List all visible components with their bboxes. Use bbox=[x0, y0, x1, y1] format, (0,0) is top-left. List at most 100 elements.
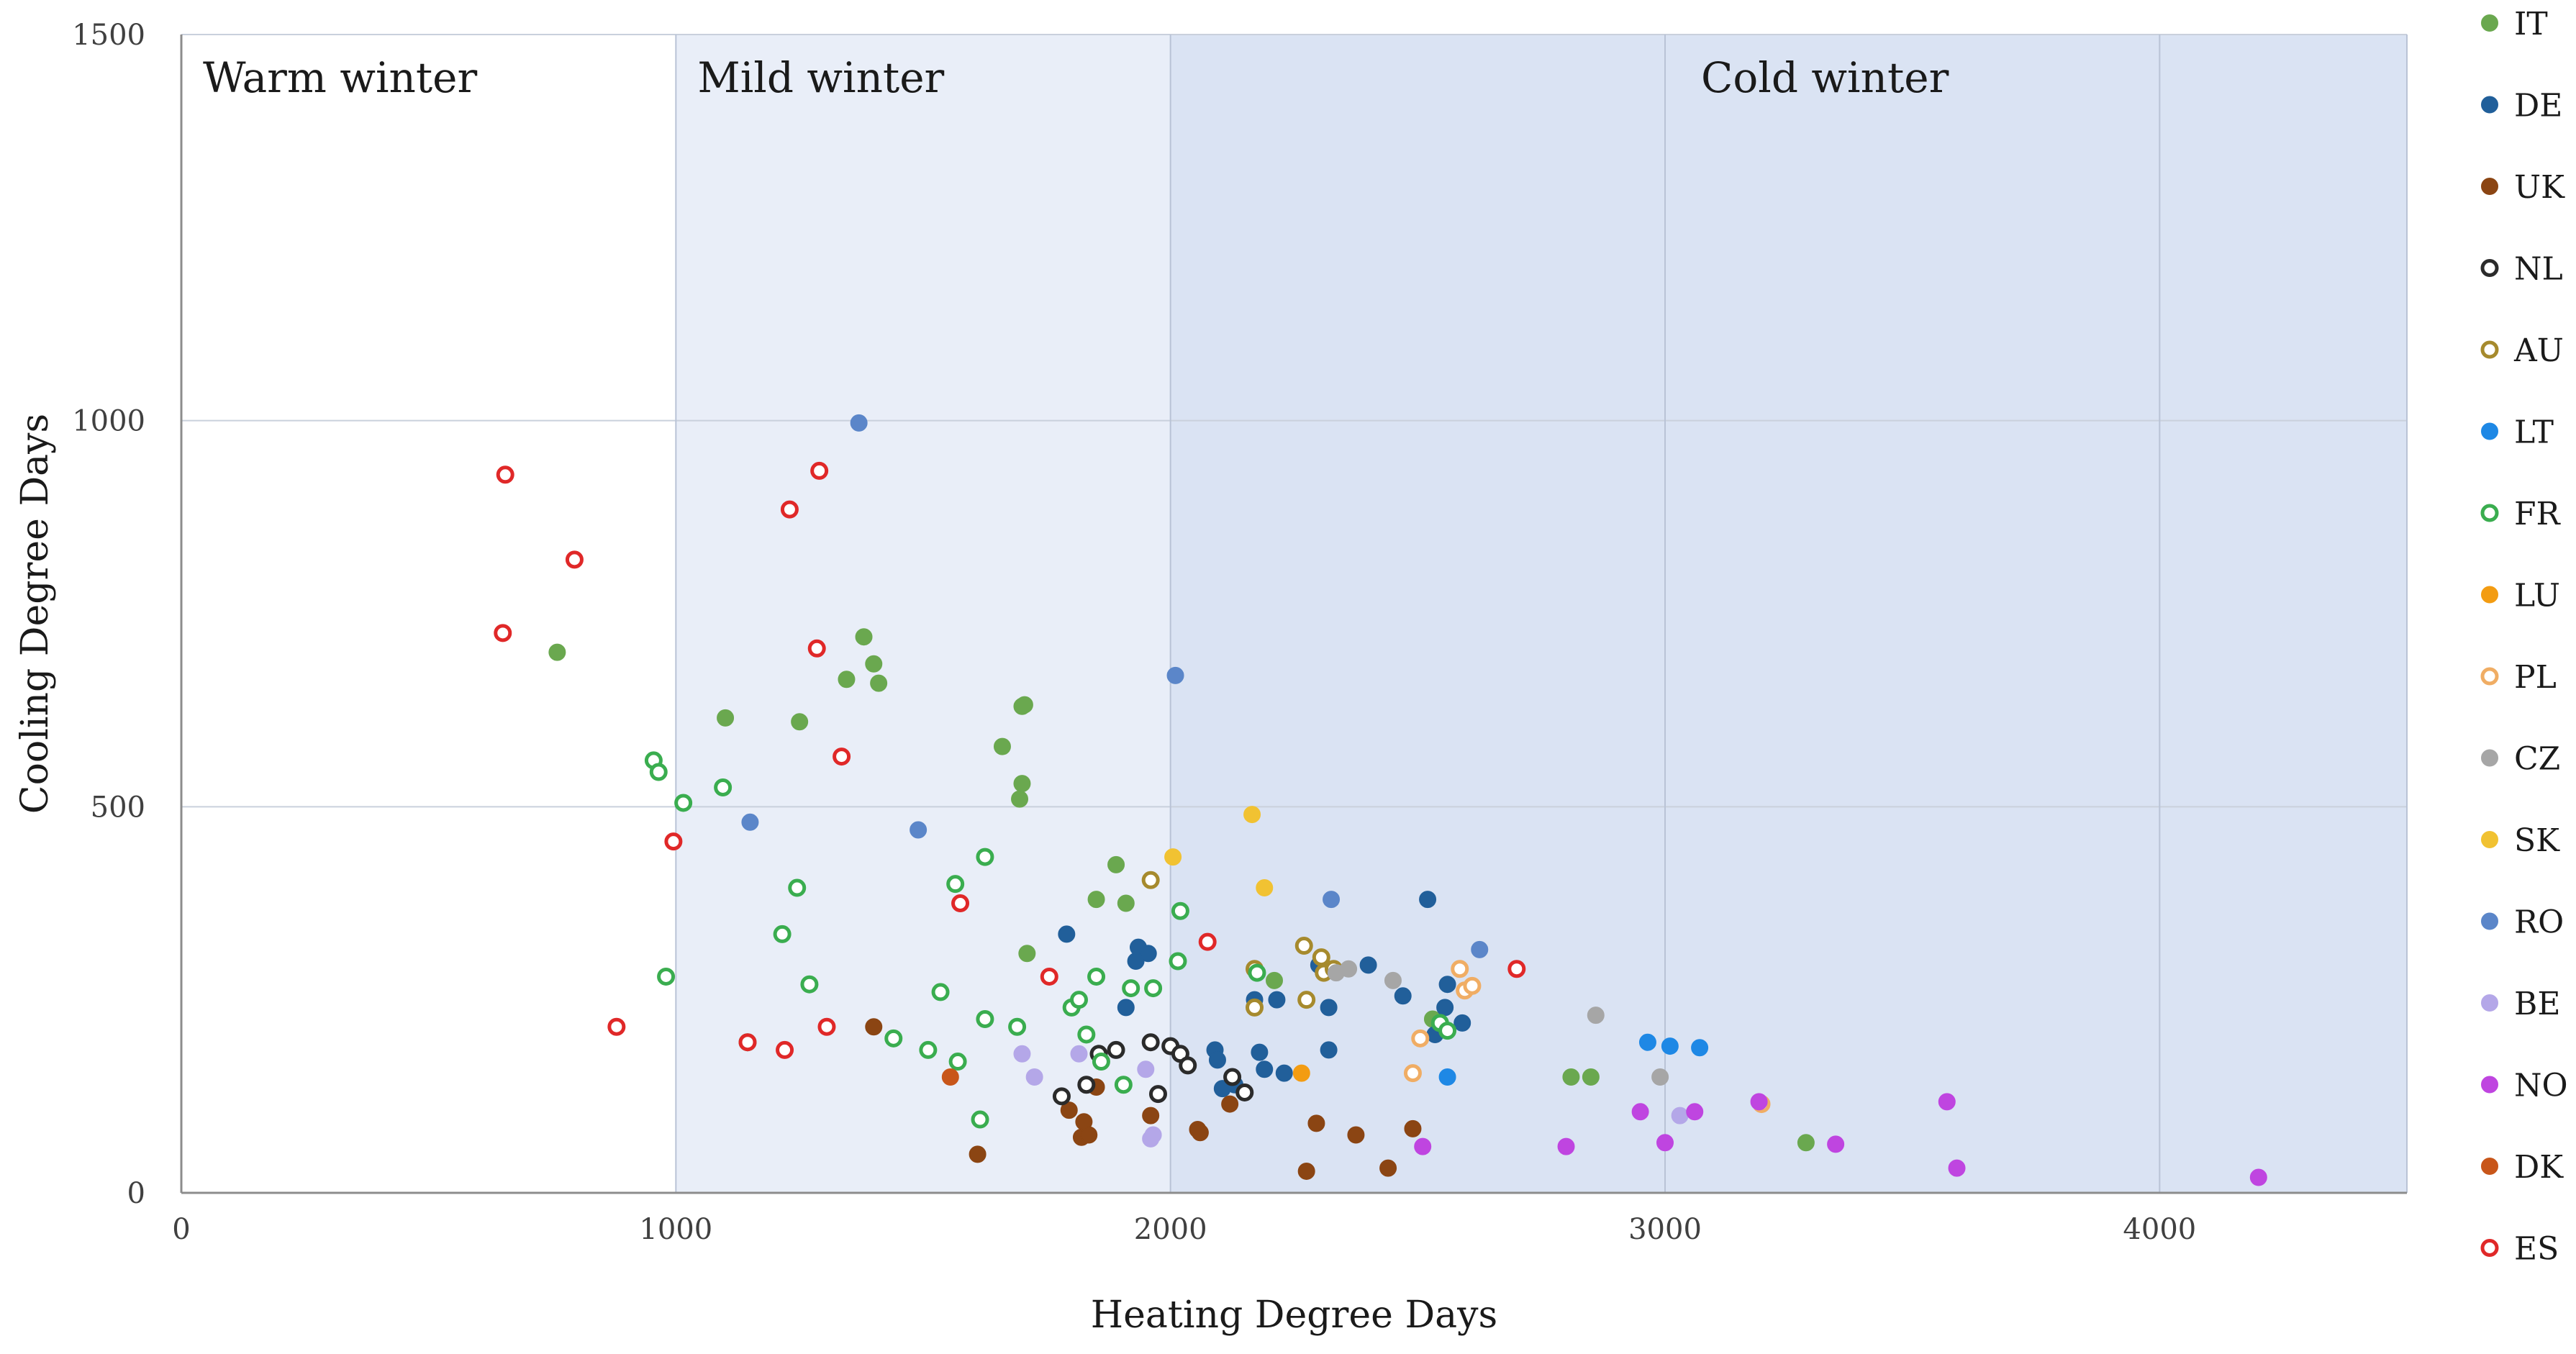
legend-item-ro: RO bbox=[2481, 904, 2564, 941]
point-no bbox=[1656, 1134, 1674, 1152]
series-es bbox=[494, 461, 1526, 1059]
point-au bbox=[1312, 948, 1330, 967]
point-fr bbox=[1092, 1053, 1110, 1071]
point-es bbox=[565, 550, 584, 569]
point-uk bbox=[1191, 1124, 1209, 1142]
point-no bbox=[1750, 1093, 1768, 1111]
point-it bbox=[548, 643, 566, 661]
point-fr bbox=[976, 1010, 994, 1028]
point-de bbox=[1268, 991, 1286, 1009]
legend-label: ES bbox=[2514, 1231, 2559, 1268]
point-fr bbox=[714, 778, 733, 796]
point-it bbox=[1266, 971, 1284, 989]
series-lt bbox=[1438, 1033, 1709, 1086]
legend-item-uk: UK bbox=[2481, 169, 2565, 206]
legend-marker bbox=[2481, 994, 2498, 1012]
legend-marker bbox=[2480, 1239, 2499, 1257]
legend-label: SK bbox=[2514, 822, 2560, 859]
y-tick-label: 500 bbox=[91, 791, 145, 824]
region-mild-winter bbox=[676, 35, 1171, 1193]
point-de bbox=[1251, 1043, 1269, 1061]
point-de bbox=[1438, 976, 1456, 994]
series-lu bbox=[1292, 1064, 1310, 1082]
point-lt bbox=[1661, 1037, 1679, 1055]
legend-label: LT bbox=[2514, 414, 2554, 451]
point-nl bbox=[1052, 1087, 1071, 1106]
point-de bbox=[1359, 956, 1377, 974]
point-uk bbox=[1379, 1159, 1397, 1177]
legend-label: UK bbox=[2514, 169, 2565, 206]
series-ro bbox=[741, 414, 1489, 958]
point-ro bbox=[850, 414, 868, 432]
point-au bbox=[1297, 991, 1316, 1009]
point-es bbox=[1507, 960, 1526, 978]
legend-item-es: ES bbox=[2480, 1231, 2559, 1268]
point-uk bbox=[1060, 1101, 1078, 1119]
series-de bbox=[1058, 891, 1471, 1098]
point-ro bbox=[1471, 940, 1489, 958]
x-tick-label: 0 bbox=[172, 1213, 190, 1246]
legend-marker bbox=[2481, 1076, 2498, 1094]
legend-label: DE bbox=[2514, 88, 2562, 124]
point-de bbox=[1320, 1041, 1338, 1059]
point-uk bbox=[865, 1018, 883, 1036]
legend: IT DE UK NL AU LT FR LU PL CZ SK RO BE NO DK ES bbox=[2480, 6, 2568, 1268]
data-points bbox=[494, 414, 2267, 1186]
point-be bbox=[1671, 1107, 1689, 1124]
point-cz bbox=[1384, 971, 1402, 989]
point-no bbox=[1827, 1135, 1845, 1153]
point-de bbox=[1208, 1051, 1226, 1069]
point-it bbox=[1018, 945, 1036, 963]
legend-marker bbox=[2481, 831, 2498, 848]
point-pl bbox=[1411, 1029, 1430, 1048]
point-au bbox=[1294, 937, 1313, 955]
legend-label: NO bbox=[2514, 1068, 2568, 1104]
point-fr bbox=[773, 924, 792, 943]
point-au bbox=[1246, 998, 1264, 1017]
region-label-warm-winter: Warm winter bbox=[203, 53, 477, 102]
point-de bbox=[1139, 945, 1157, 963]
point-cz bbox=[1340, 960, 1358, 978]
point-it bbox=[870, 674, 888, 692]
point-es bbox=[1040, 967, 1058, 986]
legend-marker bbox=[2481, 912, 2498, 930]
point-fr bbox=[1169, 952, 1187, 971]
point-fr bbox=[919, 1040, 938, 1059]
point-nl bbox=[1141, 1033, 1160, 1052]
point-uk bbox=[1221, 1095, 1239, 1113]
legend-item-de: DE bbox=[2481, 88, 2562, 124]
series-sk bbox=[1164, 806, 1274, 897]
point-lt bbox=[1438, 1068, 1456, 1086]
legend-item-be: BE bbox=[2481, 986, 2560, 1022]
point-it bbox=[1562, 1068, 1580, 1086]
point-de bbox=[1275, 1064, 1293, 1082]
legend-label: AU bbox=[2513, 332, 2564, 369]
point-it bbox=[993, 737, 1011, 755]
point-it bbox=[855, 628, 873, 646]
region-label-cold-winter: Cold winter bbox=[1701, 53, 1949, 102]
point-fr bbox=[1070, 991, 1089, 1009]
point-fr bbox=[1248, 963, 1266, 982]
point-no bbox=[1414, 1137, 1432, 1155]
point-cz bbox=[1587, 1007, 1605, 1024]
point-it bbox=[791, 713, 809, 731]
point-be bbox=[1070, 1045, 1088, 1063]
legend-marker bbox=[2481, 178, 2498, 195]
y-tick-label: 0 bbox=[127, 1177, 145, 1210]
x-axis-title: Heating Degree Days bbox=[1091, 1294, 1497, 1337]
legend-item-no: NO bbox=[2481, 1068, 2568, 1104]
region-warm-winter bbox=[181, 35, 676, 1193]
point-ro bbox=[741, 813, 759, 831]
point-es bbox=[951, 894, 970, 912]
point-no bbox=[1686, 1103, 1704, 1121]
point-uk bbox=[1142, 1107, 1160, 1124]
point-no bbox=[1938, 1093, 1956, 1111]
legend-label: IT bbox=[2514, 6, 2548, 42]
series-uk bbox=[865, 1018, 1422, 1180]
point-sk bbox=[1256, 879, 1274, 897]
legend-marker bbox=[2481, 586, 2498, 604]
point-no bbox=[2249, 1168, 2267, 1186]
point-be bbox=[1137, 1060, 1155, 1078]
point-sk bbox=[1243, 806, 1261, 824]
